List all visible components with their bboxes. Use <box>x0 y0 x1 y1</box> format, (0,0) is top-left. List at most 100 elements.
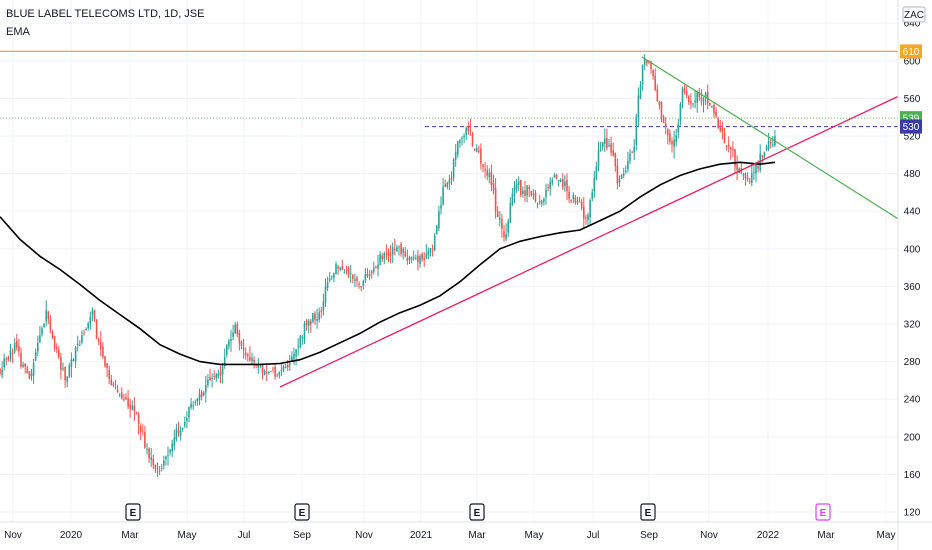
candle-body <box>633 146 635 153</box>
candle-body <box>532 194 535 196</box>
candle-body <box>662 116 665 123</box>
candle-body <box>297 346 299 348</box>
time-axis[interactable]: Nov 2020 Mar May Jul Sep Nov 2021 Mar May Jul Sep No… <box>0 521 932 541</box>
candle-body <box>459 140 461 143</box>
candle-body <box>438 211 440 229</box>
candle-body <box>406 257 409 261</box>
candle-body <box>421 253 423 260</box>
candle-body <box>591 192 593 199</box>
candle-body <box>181 428 184 430</box>
candle-body <box>604 138 606 144</box>
candle-body <box>473 148 476 151</box>
candle-body <box>559 179 562 182</box>
candle-body <box>299 335 302 348</box>
candle-body <box>116 389 119 393</box>
candle-body <box>656 88 659 101</box>
candle-body <box>303 323 306 340</box>
chart-title: BLUE LABEL TELECOMS LTD, 1D, JSE <box>6 8 204 20</box>
candle-body <box>394 249 396 251</box>
candle-body <box>457 141 459 155</box>
candle-body <box>471 133 474 147</box>
candle-body <box>423 258 425 261</box>
x-tick-label: May <box>178 530 197 541</box>
candle-body <box>608 145 610 147</box>
candle-body <box>251 357 253 362</box>
candle-body <box>316 319 318 321</box>
x-tick-label: 2020 <box>60 530 83 541</box>
earnings-marker[interactable] <box>469 503 485 521</box>
candle-body <box>43 323 45 328</box>
price-axis[interactable]: 1201602002402803203604004404805205606006… <box>897 0 922 550</box>
candle-body <box>219 371 222 376</box>
ema-layer <box>0 161 776 366</box>
candle-body <box>671 140 673 145</box>
candle-body <box>3 358 5 368</box>
earnings-marker[interactable] <box>125 503 141 521</box>
candle-body <box>167 454 169 456</box>
candle-body <box>612 150 614 156</box>
x-tick-label: Nov <box>4 530 22 541</box>
candle-body <box>72 359 75 362</box>
earnings-marker[interactable] <box>640 503 656 521</box>
uptrend-line[interactable] <box>279 95 899 388</box>
x-tick-label: Sep <box>640 530 658 541</box>
candle-body <box>478 150 480 152</box>
candle-body <box>538 200 541 203</box>
candle-body <box>163 460 165 466</box>
candle-body <box>585 217 587 219</box>
candle-body <box>362 280 365 287</box>
candle-body <box>442 186 444 205</box>
candle-body <box>97 339 100 343</box>
trendlines[interactable] <box>279 56 899 388</box>
candle-body <box>625 170 627 172</box>
candle-body <box>326 282 329 288</box>
candle-body <box>375 266 377 268</box>
candle-body <box>253 359 255 363</box>
candle-body <box>744 173 747 179</box>
candle-body <box>108 369 110 379</box>
x-tick-label: 2022 <box>757 530 780 541</box>
candle-body <box>276 375 278 377</box>
candle-body <box>448 179 451 184</box>
earnings-marker[interactable] <box>815 503 831 521</box>
candle-body <box>440 205 442 209</box>
currency-badge[interactable]: ZAC <box>902 6 926 23</box>
candle-body <box>576 201 579 203</box>
candle-body <box>698 92 701 98</box>
candle-body <box>133 406 136 412</box>
candle-body <box>144 431 146 448</box>
candle-body <box>213 376 215 378</box>
candle-body <box>234 324 236 334</box>
candle-body <box>461 137 463 139</box>
candle-body <box>184 421 186 426</box>
candle-body <box>503 231 505 237</box>
candle-body <box>755 164 757 174</box>
candle-body <box>39 335 41 343</box>
candle-body <box>385 253 388 255</box>
candle-body <box>436 226 438 234</box>
candle-body <box>772 144 774 146</box>
candle-body <box>736 164 738 171</box>
candle-body <box>696 92 698 103</box>
candle-body <box>28 371 31 379</box>
downtrend-line[interactable] <box>641 56 899 220</box>
candle-body <box>186 417 188 422</box>
candle-body <box>121 392 123 399</box>
candle-body <box>675 135 677 143</box>
candle-body <box>230 339 232 342</box>
earnings-marker[interactable] <box>294 503 310 521</box>
candle-body <box>314 313 316 321</box>
earnings-marker-label: E <box>130 508 137 519</box>
candle-body <box>202 392 205 396</box>
candle-body <box>610 143 612 153</box>
candle-body <box>188 406 190 418</box>
candle-body <box>536 203 539 205</box>
candle-body <box>85 329 87 331</box>
candle-body <box>769 142 772 144</box>
candle-body <box>454 151 457 160</box>
candle-body <box>158 470 161 472</box>
candle-body <box>410 257 413 260</box>
